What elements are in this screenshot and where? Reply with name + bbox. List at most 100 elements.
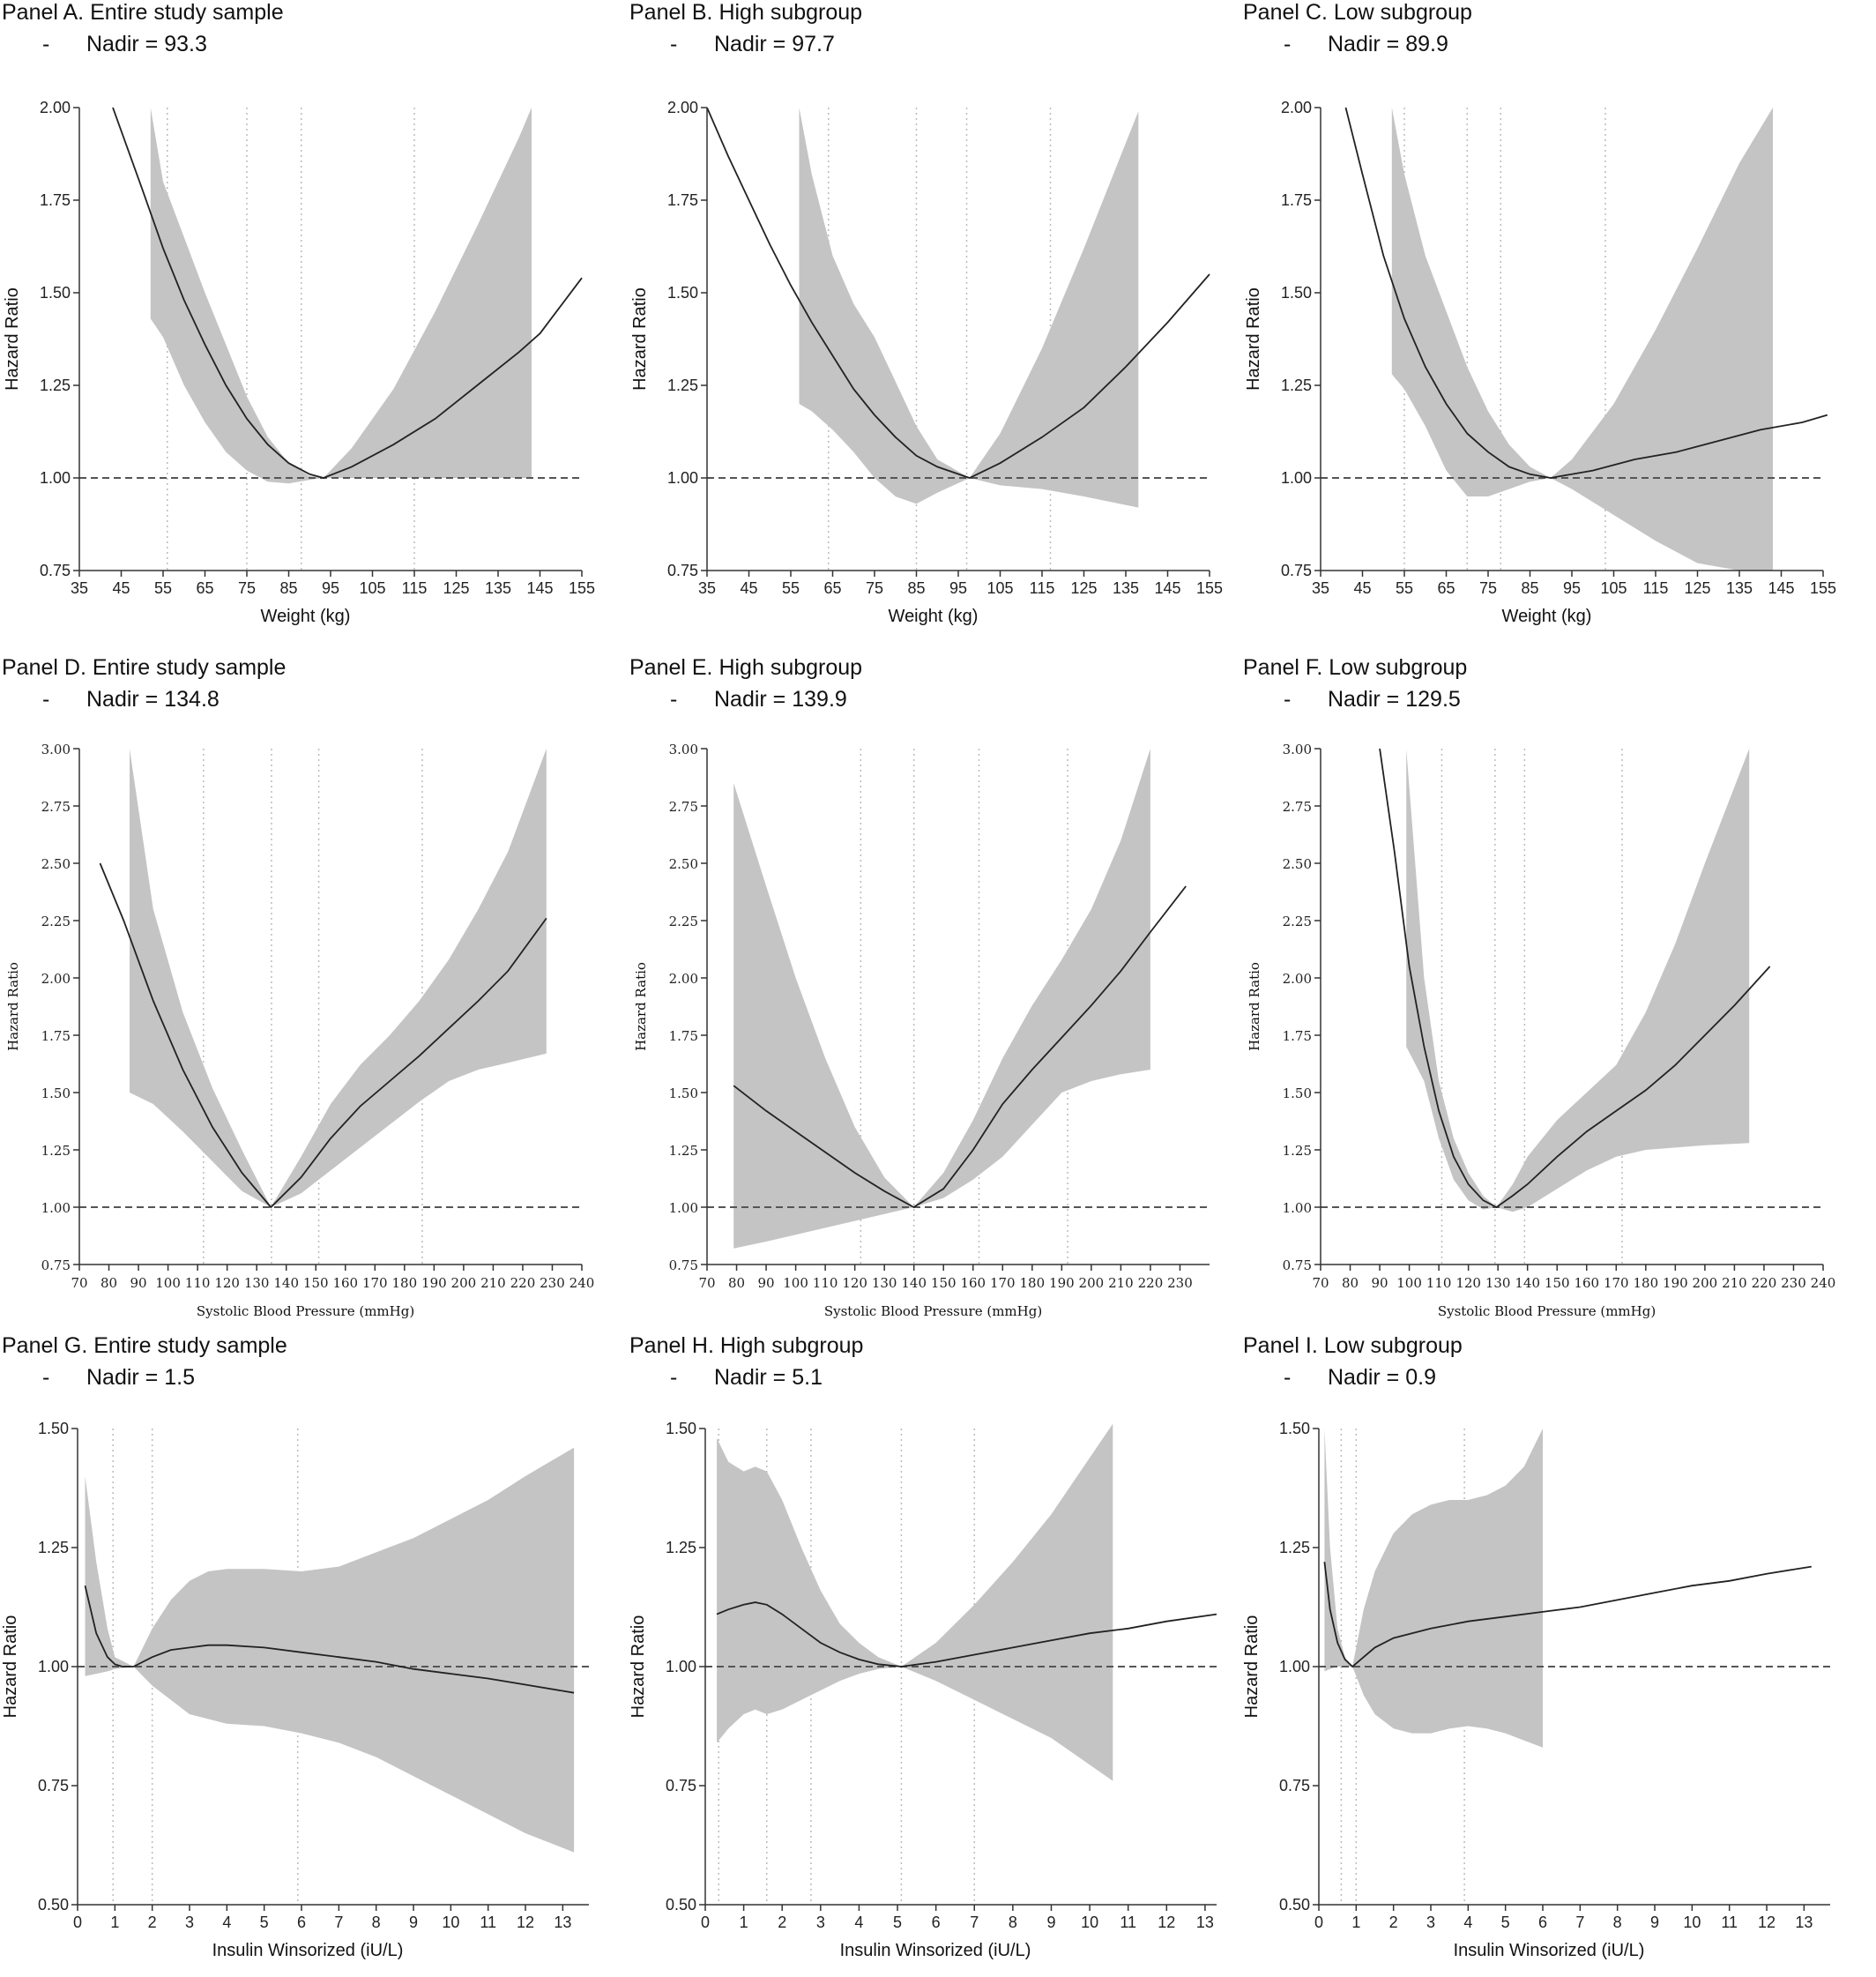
y-tick-label: 1.00 — [1283, 1200, 1312, 1216]
plot-a: 0.75 1.00 1.25 1.50 1.75 2.00 35 45 55 65 75 85 95 10… — [3, 99, 595, 626]
x-tick-label: 155 — [1196, 579, 1223, 597]
panel-subtitle: - Nadir = 139.9 — [670, 687, 847, 712]
x-tick-label: 9 — [409, 1914, 418, 1931]
y-tick-label: 1.00 — [1279, 1658, 1310, 1675]
x-tick-label: 1 — [1351, 1914, 1360, 1931]
x-tick-label: 150 — [931, 1275, 957, 1291]
x-tick-label: 100 — [783, 1275, 808, 1291]
x-axis-label: Insulin Winsorized (iU/L) — [1454, 1941, 1645, 1960]
x-tick-label: 80 — [100, 1275, 117, 1291]
y-tick-label: 1.50 — [38, 1420, 69, 1437]
x-tick-label: 95 — [322, 579, 339, 597]
confidence-band — [85, 1447, 575, 1853]
plot-g: 0.500.751.001.251.500 1 2 3 4 5 6 7 8 9 10 11 12 13In… — [1, 1420, 589, 1960]
x-axis-label: Systolic Blood Pressure (mmHg) — [824, 1303, 1042, 1319]
plot-h: 0.500.751.001.251.500 1 2 3 4 5 6 7 8 9 10 11 12 13In… — [629, 1420, 1217, 1960]
nadir-value: Nadir = 129.5 — [1328, 687, 1461, 712]
y-axis-label: Hazard Ratio — [630, 287, 650, 391]
x-tick-label: 240 — [1811, 1275, 1836, 1291]
x-tick-label: 130 — [1485, 1275, 1511, 1291]
x-tick-label: 10 — [1081, 1914, 1098, 1931]
x-tick-label: 100 — [1396, 1275, 1422, 1291]
x-tick-label: 12 — [1758, 1914, 1776, 1931]
x-tick-label: 120 — [1455, 1275, 1481, 1291]
x-tick-label: 125 — [1070, 579, 1097, 597]
y-tick-label: 3.00 — [1283, 742, 1312, 757]
x-tick-label: 100 — [155, 1275, 181, 1291]
y-tick-label: 1.25 — [41, 1143, 71, 1159]
y-tick-label: 2.75 — [1283, 799, 1312, 815]
x-tick-label: 55 — [1396, 579, 1413, 597]
panel-subtitle: - Nadir = 5.1 — [670, 1365, 823, 1391]
panel-subtitle: - Nadir = 93.3 — [42, 32, 207, 57]
y-tick-label: 1.25 — [666, 1539, 696, 1556]
panel-h: Panel H. High subgroup - Nadir = 5.1 0.50 0.… — [628, 1333, 1245, 1977]
x-tick-label: 2 — [1389, 1914, 1398, 1931]
x-tick-label: 95 — [1563, 579, 1581, 597]
x-tick-label: 155 — [1810, 579, 1836, 597]
x-tick-label: 200 — [1079, 1275, 1105, 1291]
nadir-value: Nadir = 93.3 — [86, 32, 207, 56]
y-tick-label: 0.75 — [1279, 1777, 1310, 1794]
x-tick-label: 145 — [1768, 579, 1794, 597]
x-tick-label: 220 — [510, 1275, 536, 1291]
x-tick-label: 5 — [893, 1914, 902, 1931]
x-tick-label: 3 — [1426, 1914, 1435, 1931]
x-tick-label: 3 — [185, 1914, 194, 1931]
y-axis-label: Hazard Ratio — [1, 1615, 20, 1719]
x-tick-label: 220 — [1138, 1275, 1164, 1291]
x-tick-label: 230 — [1781, 1275, 1806, 1291]
x-tick-label: 9 — [1650, 1914, 1659, 1931]
y-tick-label: 1.50 — [667, 284, 698, 302]
y-tick-label: 1.25 — [669, 1143, 698, 1159]
y-tick-label: 1.75 — [1283, 1028, 1312, 1044]
x-tick-label: 0 — [1314, 1914, 1323, 1931]
bullet-dash: - — [670, 687, 678, 712]
y-axis-label: Hazard Ratio — [5, 962, 21, 1051]
y-tick-label: 0.50 — [38, 1896, 69, 1914]
y-tick-label: 0.50 — [666, 1896, 696, 1914]
x-tick-label: 65 — [1437, 579, 1455, 597]
panel-title: Panel B. High subgroup — [629, 0, 863, 25]
x-tick-label: 7 — [1575, 1914, 1584, 1931]
hazard-curve — [84, 1585, 575, 1694]
x-tick-label: 120 — [842, 1275, 867, 1291]
x-tick-label: 9 — [1046, 1914, 1055, 1931]
x-tick-label: 2 — [148, 1914, 157, 1931]
panel-e: Panel E. High subgroup - Nadir = 139.9 0.75… — [628, 655, 1245, 1319]
y-axis-label: Hazard Ratio — [629, 1615, 648, 1719]
x-tick-label: 115 — [1030, 579, 1055, 597]
x-tick-label: 4 — [222, 1914, 231, 1931]
y-tick-label: 2.25 — [669, 914, 698, 929]
nadir-value: Nadir = 0.9 — [1328, 1365, 1436, 1390]
y-tick-label: 1.00 — [1281, 469, 1312, 487]
x-tick-label: 45 — [112, 579, 130, 597]
hazard-curve — [1323, 1562, 1812, 1668]
x-tick-label: 180 — [1020, 1275, 1046, 1291]
hazard-curve — [706, 107, 1210, 479]
x-tick-label: 190 — [421, 1275, 447, 1291]
x-tick-label: 125 — [1684, 579, 1710, 597]
x-tick-label: 8 — [1009, 1914, 1017, 1931]
y-tick-label: 2.00 — [1281, 99, 1312, 116]
confidence-band — [130, 749, 547, 1207]
bullet-dash: - — [42, 1365, 50, 1390]
y-tick-label: 0.75 — [40, 562, 71, 579]
x-tick-label: 7 — [970, 1914, 979, 1931]
x-tick-label: 135 — [485, 579, 511, 597]
y-tick-label: 2.50 — [41, 856, 71, 872]
x-tick-label: 230 — [540, 1275, 565, 1291]
y-tick-label: 2.75 — [669, 799, 698, 815]
x-tick-label: 13 — [1795, 1914, 1813, 1931]
x-tick-label: 90 — [1372, 1275, 1388, 1291]
x-tick-label: 45 — [740, 579, 757, 597]
hazard-curve — [716, 1601, 1217, 1667]
y-tick-label: 2.00 — [1283, 971, 1312, 987]
panel-d: Panel D. Entire study sample - Nadir = 134… — [0, 655, 617, 1319]
y-tick-label: 2.00 — [667, 99, 698, 116]
nadir-value: Nadir = 134.8 — [86, 687, 220, 712]
y-tick-label: 1.00 — [38, 1658, 69, 1675]
y-tick-label: 0.75 — [38, 1777, 69, 1794]
x-tick-label: 150 — [1545, 1275, 1570, 1291]
y-tick-label: 1.75 — [41, 1028, 71, 1044]
